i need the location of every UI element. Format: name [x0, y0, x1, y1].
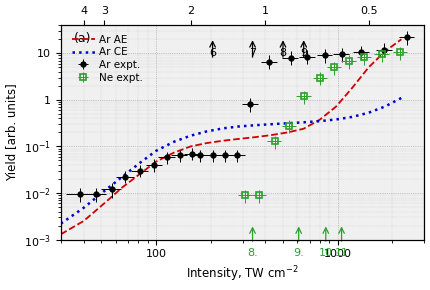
Text: 10: 10	[319, 248, 333, 258]
Ar CE	[58, 222, 64, 225]
Ar CE	[171, 140, 176, 144]
Text: 6: 6	[209, 48, 216, 58]
Legend: Ar AE, Ar CE, Ar expt., Ne expt.: Ar AE, Ar CE, Ar expt., Ne expt.	[70, 33, 145, 85]
Y-axis label: Yield [arb. units]: Yield [arb. units]	[6, 84, 18, 181]
Ar CE	[301, 121, 306, 124]
Ar AE	[188, 145, 193, 148]
Ar CE	[81, 206, 86, 210]
Ar AE	[350, 86, 355, 90]
Ar AE	[366, 66, 371, 69]
Ar AE	[102, 202, 107, 205]
Ar AE	[382, 50, 387, 53]
Ar CE	[188, 134, 193, 137]
Ar AE	[252, 135, 258, 139]
Ar AE	[58, 233, 64, 236]
Ar CE	[350, 115, 355, 119]
Ar AE	[301, 127, 306, 130]
Text: (a): (a)	[74, 32, 91, 45]
Ar CE	[268, 122, 273, 126]
Ar CE	[204, 130, 209, 133]
Ar AE	[236, 137, 241, 141]
Ar AE	[171, 151, 176, 155]
Ar CE	[285, 122, 290, 125]
Ar AE	[120, 186, 125, 189]
Ar CE	[252, 124, 258, 127]
Text: 8.: 8.	[247, 248, 258, 258]
Ar CE	[236, 125, 241, 128]
Ar CE	[154, 149, 159, 153]
Text: 9.: 9.	[293, 248, 304, 258]
Ar AE	[81, 219, 86, 223]
Ar CE	[102, 189, 107, 193]
Ar AE	[334, 105, 339, 108]
Text: 8: 8	[280, 48, 286, 58]
Ar CE	[399, 96, 404, 100]
Ar AE	[204, 141, 209, 145]
Ar CE	[120, 175, 125, 179]
Ar AE	[138, 172, 143, 175]
Ar CE	[334, 118, 339, 121]
Ar AE	[317, 118, 322, 121]
Text: 9: 9	[300, 48, 307, 58]
Ar CE	[382, 105, 387, 108]
Line: Ar CE: Ar CE	[61, 98, 401, 224]
Ar AE	[221, 139, 226, 142]
Ar CE	[138, 161, 143, 164]
Text: 11: 11	[335, 248, 349, 258]
Ar AE	[285, 131, 290, 134]
Text: 7: 7	[249, 48, 256, 58]
X-axis label: Intensity, TW cm$^{-2}$: Intensity, TW cm$^{-2}$	[187, 265, 299, 284]
Ar AE	[154, 160, 159, 164]
Ar AE	[268, 133, 273, 137]
Ar CE	[366, 111, 371, 115]
Ar CE	[317, 119, 322, 123]
Line: Ar AE: Ar AE	[61, 39, 401, 234]
Ar AE	[399, 37, 404, 41]
Ar CE	[221, 126, 226, 130]
